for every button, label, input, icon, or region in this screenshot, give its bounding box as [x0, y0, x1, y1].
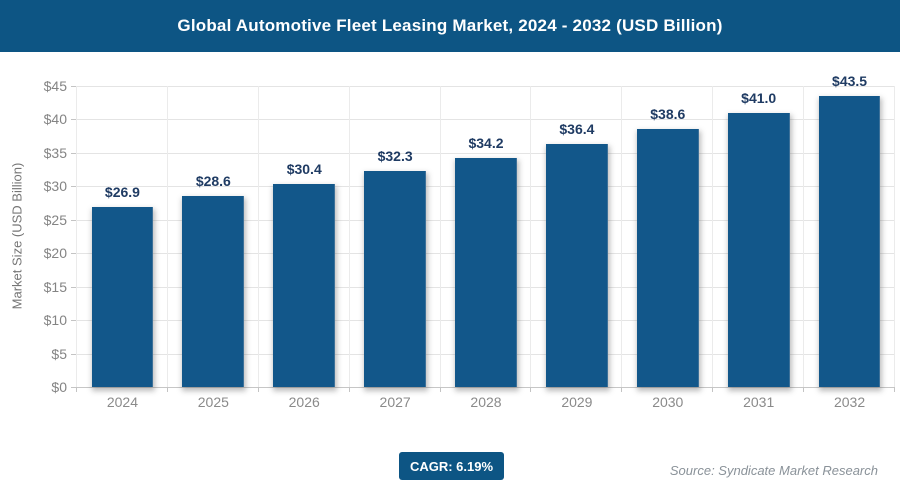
- bar-value-label: $28.6: [195, 172, 231, 189]
- gridline-horizontal: [77, 119, 895, 121]
- y-axis-tick-label: $25: [43, 211, 67, 228]
- bar-column: $32.3: [350, 86, 441, 387]
- x-axis-tick: [621, 387, 623, 392]
- bar-2028: [455, 158, 517, 387]
- x-axis-tick: [894, 387, 895, 392]
- bar-2025: [182, 195, 245, 387]
- x-axis-tick-label: 2024: [106, 394, 139, 410]
- bar-column: $43.5: [804, 73, 895, 387]
- x-axis-tick: [76, 387, 77, 392]
- bar-column: $26.9: [77, 86, 168, 387]
- bar-value-label: $26.9: [104, 184, 140, 201]
- chart-title: Global Automotive Fleet Leasing Market, …: [177, 16, 723, 35]
- gridline-vertical: [439, 86, 441, 387]
- y-axis-tick: [71, 219, 77, 221]
- bar-2026: [273, 183, 336, 387]
- bar-value-label: $36.4: [559, 120, 595, 137]
- gridline-vertical: [166, 86, 168, 387]
- x-axis-tick-labels: 2024 2025 2026 2027 2028 2029 2030 2031 2032: [77, 394, 895, 412]
- gridline-vertical: [712, 86, 714, 387]
- x-axis-tick: [348, 387, 350, 392]
- bar-series: $26.9 $28.6 $30.4 $32.3 $34.2 $36.4 $38.6 $41.0…: [77, 73, 895, 387]
- gridline-vertical: [621, 86, 623, 387]
- bar-2024: [91, 207, 154, 387]
- x-axis-tick-label: 2031: [743, 394, 775, 410]
- y-axis-tick: [71, 86, 77, 87]
- y-axis-tick: [71, 320, 77, 322]
- y-axis-tick: [71, 253, 77, 255]
- source-attribution: Source: Syndicate Market Research: [669, 463, 878, 478]
- x-axis-tick-label: 2026: [288, 394, 320, 410]
- bar-2030: [636, 128, 699, 387]
- gridline-vertical: [257, 86, 259, 387]
- y-axis-tick-label: $20: [43, 245, 67, 262]
- y-axis-tick-labels: $0 $5 $10 $15 $20 $25 $30 $35 $40 $45: [0, 78, 67, 395]
- bar-value-label: $34.2: [468, 135, 504, 152]
- x-axis-tick: [712, 387, 714, 392]
- gridline-vertical: [803, 86, 805, 387]
- y-axis-tick-label: $40: [43, 111, 67, 128]
- bar-column: $38.6: [622, 86, 713, 387]
- x-axis-tick-label: 2029: [561, 394, 593, 410]
- y-axis-tick-label: $5: [51, 345, 67, 362]
- x-axis-tick: [803, 387, 805, 392]
- chart-title-bar: Global Automotive Fleet Leasing Market, …: [0, 0, 900, 52]
- y-axis-tick-label: $35: [43, 144, 67, 161]
- bar-value-label: $43.5: [832, 73, 868, 90]
- y-axis-tick-label: $10: [43, 312, 67, 329]
- x-axis-tick-label: 2032: [833, 394, 866, 410]
- y-axis-tick: [71, 186, 77, 188]
- gridline-vertical: [894, 86, 895, 387]
- x-axis-line: [77, 387, 895, 388]
- gridline-vertical: [348, 86, 350, 387]
- bar-column: $30.4: [259, 86, 350, 387]
- bar-column: $28.6: [168, 86, 259, 387]
- y-axis-tick: [71, 152, 77, 154]
- y-axis-tick: [71, 353, 77, 355]
- x-axis-tick-label: 2025: [197, 394, 229, 410]
- bar-value-label: $30.4: [286, 160, 322, 177]
- y-axis-tick-label: $0: [51, 379, 67, 395]
- bar-value-label: $38.6: [650, 105, 686, 122]
- gridline-vertical: [530, 86, 532, 387]
- bar-2029: [545, 143, 608, 387]
- bar-2032: [818, 96, 881, 387]
- y-axis-tick-label: $30: [43, 178, 67, 195]
- y-axis-tick: [71, 387, 77, 388]
- gridline-horizontal: [77, 86, 895, 87]
- y-axis-tick-label: $45: [43, 78, 67, 94]
- x-axis-tick: [439, 387, 441, 392]
- x-axis-tick: [530, 387, 532, 392]
- x-axis-tick-label: 2030: [652, 394, 684, 410]
- plot-area: $26.9 $28.6 $30.4 $32.3 $34.2 $36.4 $38.6 $41.0…: [71, 73, 895, 392]
- cagr-badge: CAGR: 6.19%: [399, 452, 504, 480]
- gridline-horizontal: [77, 152, 895, 154]
- y-axis-tick: [71, 119, 77, 121]
- x-axis-tick: [257, 387, 259, 392]
- y-axis-tick: [71, 286, 77, 288]
- x-axis-tick-label: 2027: [379, 394, 411, 410]
- x-axis-tick: [166, 387, 168, 392]
- bar-value-label: $41.0: [741, 89, 777, 106]
- y-axis-tick-label: $15: [43, 278, 67, 295]
- bar-column: $41.0: [713, 86, 804, 387]
- bar-value-label: $32.3: [377, 147, 413, 164]
- bar-column: $36.4: [531, 86, 622, 387]
- bar-column: $34.2: [441, 86, 532, 387]
- x-axis-tick-label: 2028: [470, 394, 502, 410]
- bar-2031: [727, 112, 790, 387]
- gridline-vertical: [76, 86, 77, 387]
- bar-2027: [364, 170, 426, 387]
